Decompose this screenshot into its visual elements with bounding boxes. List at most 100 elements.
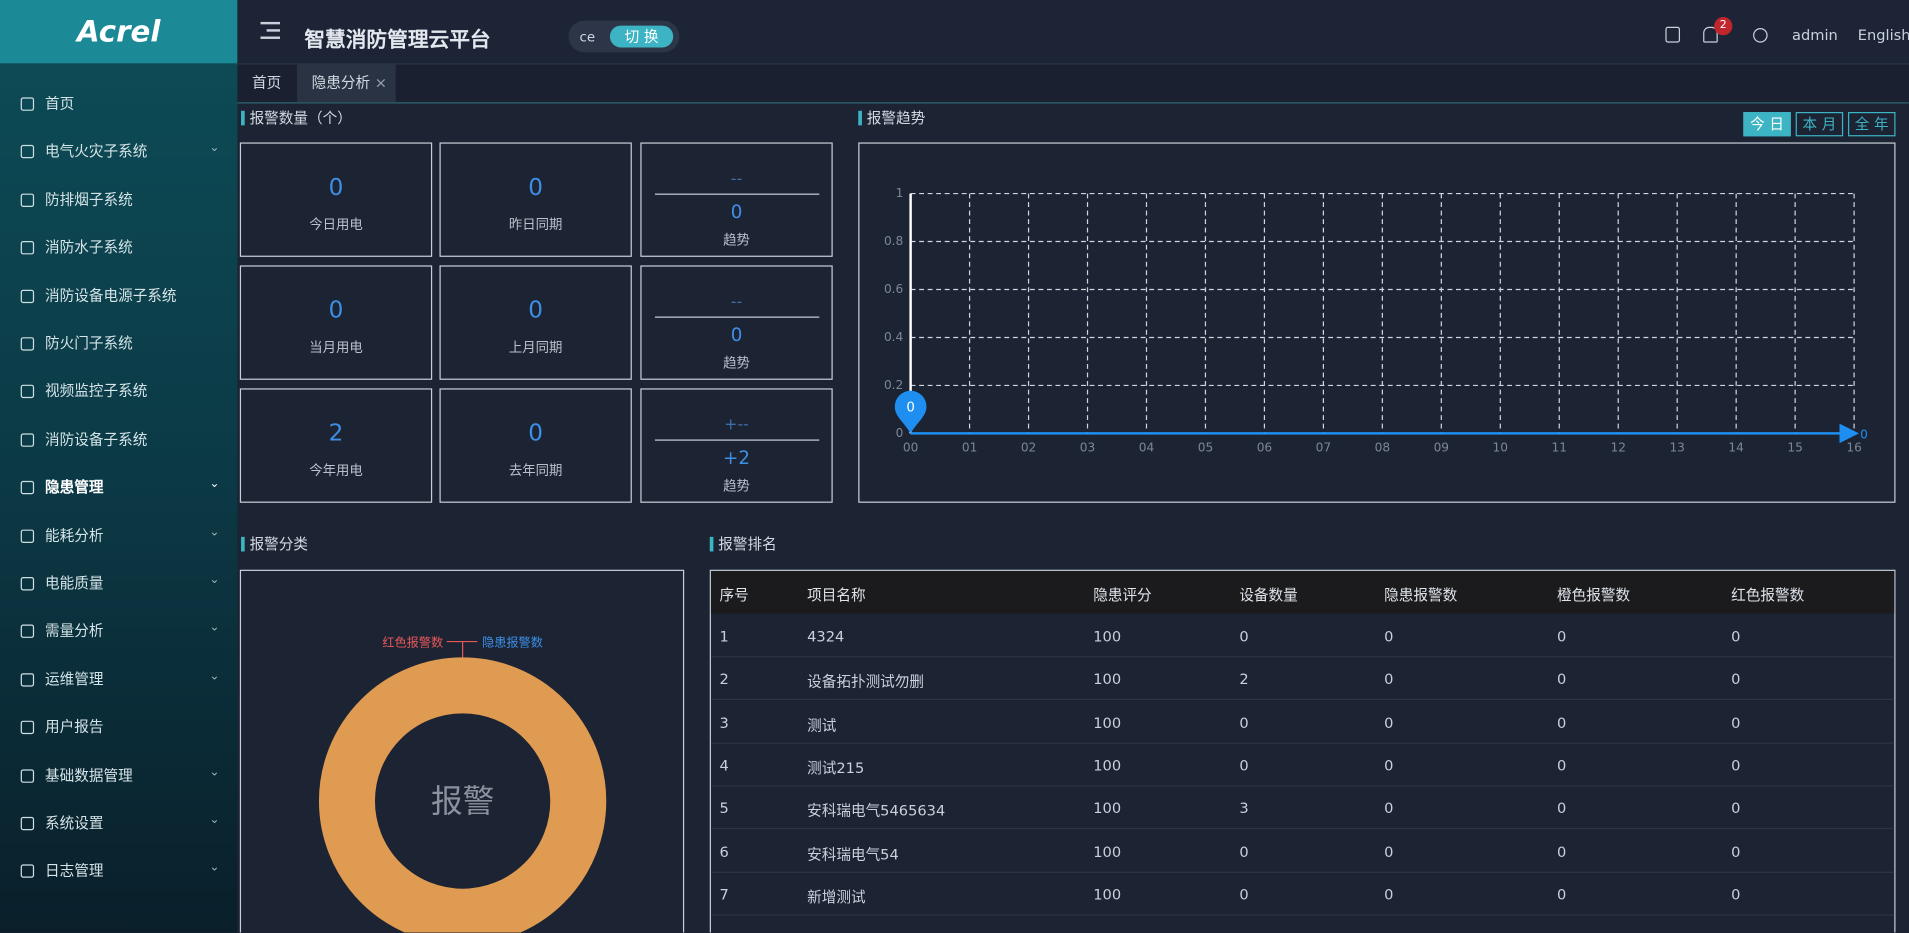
mark-point — [894, 390, 927, 434]
menu-icon — [20, 577, 35, 591]
menu-item[interactable]: 消防设备电源子系统 — [0, 273, 237, 317]
table-cell: 0 — [1384, 714, 1394, 732]
row-divider — [710, 699, 1895, 701]
stat-card: 0 去年同期 — [439, 388, 632, 503]
x-tick-label: 15 — [1787, 441, 1802, 455]
menu-icon — [20, 481, 35, 495]
menu-icon — [20, 625, 35, 639]
menu-item[interactable]: 系统设置 ⌄ — [0, 801, 237, 845]
trend-top: +-- — [724, 416, 749, 435]
menu-item[interactable]: 需量分析 ⌄ — [0, 609, 237, 653]
user-name[interactable]: admin — [1792, 26, 1838, 44]
menu-label: 隐患管理 — [45, 478, 104, 496]
menu-label: 消防设备电源子系统 — [45, 286, 177, 304]
menu-label: 系统设置 — [45, 814, 104, 832]
menu-item[interactable]: 消防设备子系统 — [0, 417, 237, 461]
legend-label: 隐患报警数 — [482, 634, 543, 649]
stat-label: 趋势 — [723, 232, 750, 249]
menu-icon — [20, 193, 35, 207]
table-cell: 100 — [1093, 671, 1122, 689]
divider — [654, 316, 820, 318]
stat-value: 0 — [528, 420, 544, 447]
menu-item[interactable]: 能耗分析 ⌄ — [0, 513, 237, 557]
table-cell: 100 — [1093, 800, 1122, 818]
column-header: 隐患评分 — [1093, 586, 1152, 604]
menu-icon — [20, 97, 35, 111]
notification-badge: 2 — [1714, 17, 1733, 36]
logo[interactable]: Acrel — [0, 0, 238, 64]
menu-label: 消防设备子系统 — [45, 430, 148, 448]
x-tick-label: 10 — [1493, 441, 1508, 455]
table-cell: 0 — [1384, 800, 1394, 818]
table-cell: 0 — [1557, 843, 1567, 861]
tab-bar: 首页 隐患分析 × — [237, 64, 1909, 104]
tab-close[interactable]: × — [370, 74, 388, 92]
x-tick-label: 03 — [1080, 441, 1095, 455]
menu-icon — [20, 241, 35, 255]
menu-item[interactable]: 运维管理 ⌄ — [0, 657, 237, 701]
stat-label: 今年用电 — [309, 462, 363, 479]
help-icon[interactable] — [1753, 28, 1768, 43]
stat-label: 上月同期 — [508, 339, 563, 356]
stat-label: 去年同期 — [508, 462, 563, 479]
stat-value: 0 — [528, 297, 544, 324]
row-divider — [710, 742, 1895, 744]
language[interactable]: English — [1857, 26, 1909, 44]
menu-item[interactable]: 电能质量 ⌄ — [0, 561, 237, 605]
table-header — [710, 570, 1895, 614]
stat-label: 昨日同期 — [508, 216, 563, 233]
menu-item[interactable]: 视频监控子系统 — [0, 369, 237, 413]
end-label: 0 — [1860, 427, 1868, 441]
table-cell: 0 — [1731, 671, 1741, 689]
x-tick-label: 04 — [1139, 441, 1155, 455]
table-cell: 7 — [719, 886, 729, 904]
table-cell: 0 — [1239, 628, 1249, 646]
menu-label: 电能质量 — [45, 574, 104, 592]
stat-value: 0 — [730, 200, 743, 223]
tab[interactable]: 首页 — [237, 65, 297, 103]
period-button[interactable]: 全 年 — [1848, 112, 1896, 137]
stat-card: -- 0 趋势 — [640, 265, 833, 380]
table-cell: 100 — [1093, 886, 1122, 904]
menu-item[interactable]: 隐患管理 ⌄ — [0, 465, 237, 509]
stat-card: 0 今日用电 — [239, 142, 433, 257]
period-button[interactable]: 本 月 — [1795, 112, 1844, 137]
menu-toggle[interactable] — [260, 21, 281, 39]
menu-icon — [20, 720, 35, 735]
chevron: ⌄ — [209, 765, 220, 779]
chevron: ⌄ — [209, 573, 220, 587]
y-tick-label: 0.6 — [884, 282, 903, 296]
stat-card: 2 今年用电 — [239, 388, 433, 503]
bell-icon[interactable] — [1703, 26, 1718, 43]
menu-item[interactable]: 防排烟子系统 — [0, 177, 237, 221]
switch-button[interactable]: 切 换 — [609, 25, 674, 48]
table-cell: 0 — [1557, 671, 1567, 689]
menu-item[interactable]: 首页 — [0, 82, 237, 126]
table-cell: 100 — [1093, 843, 1122, 861]
table-cell: 0 — [1557, 757, 1567, 775]
menu-item[interactable]: 用户报告 — [0, 705, 237, 749]
menu-icon — [20, 337, 35, 351]
table-cell: 4 — [719, 757, 729, 775]
tab-label: 隐患分析 — [311, 74, 371, 92]
menu-item[interactable]: 防火门子系统 — [0, 321, 237, 365]
center-label: 报警 — [431, 784, 494, 820]
menu-label: 运维管理 — [45, 670, 104, 688]
menu-label: 首页 — [45, 94, 75, 113]
menu-label: 日志管理 — [45, 862, 104, 880]
stat-value: 0 — [528, 174, 544, 201]
tab[interactable]: 隐患分析 × — [297, 64, 396, 103]
stat-card: 0 上月同期 — [439, 265, 632, 380]
row-divider — [710, 914, 1895, 916]
table-cell: 测试 — [807, 716, 837, 734]
menu-item[interactable]: 消防水子系统 — [0, 225, 237, 269]
menu-item[interactable]: 日志管理 ⌄ — [0, 849, 237, 893]
top-bar — [237, 0, 1909, 65]
section-title: 报警数量（个） — [241, 110, 352, 126]
table-cell: 0 — [1239, 714, 1249, 732]
menu-item[interactable]: 基础数据管理 ⌄ — [0, 753, 237, 797]
period-button[interactable]: 今 日 — [1743, 112, 1791, 137]
menu-item[interactable]: 电气火灾子系统 ⌄ — [0, 130, 237, 174]
sound-icon[interactable] — [1665, 26, 1681, 43]
row-divider — [710, 656, 1895, 658]
